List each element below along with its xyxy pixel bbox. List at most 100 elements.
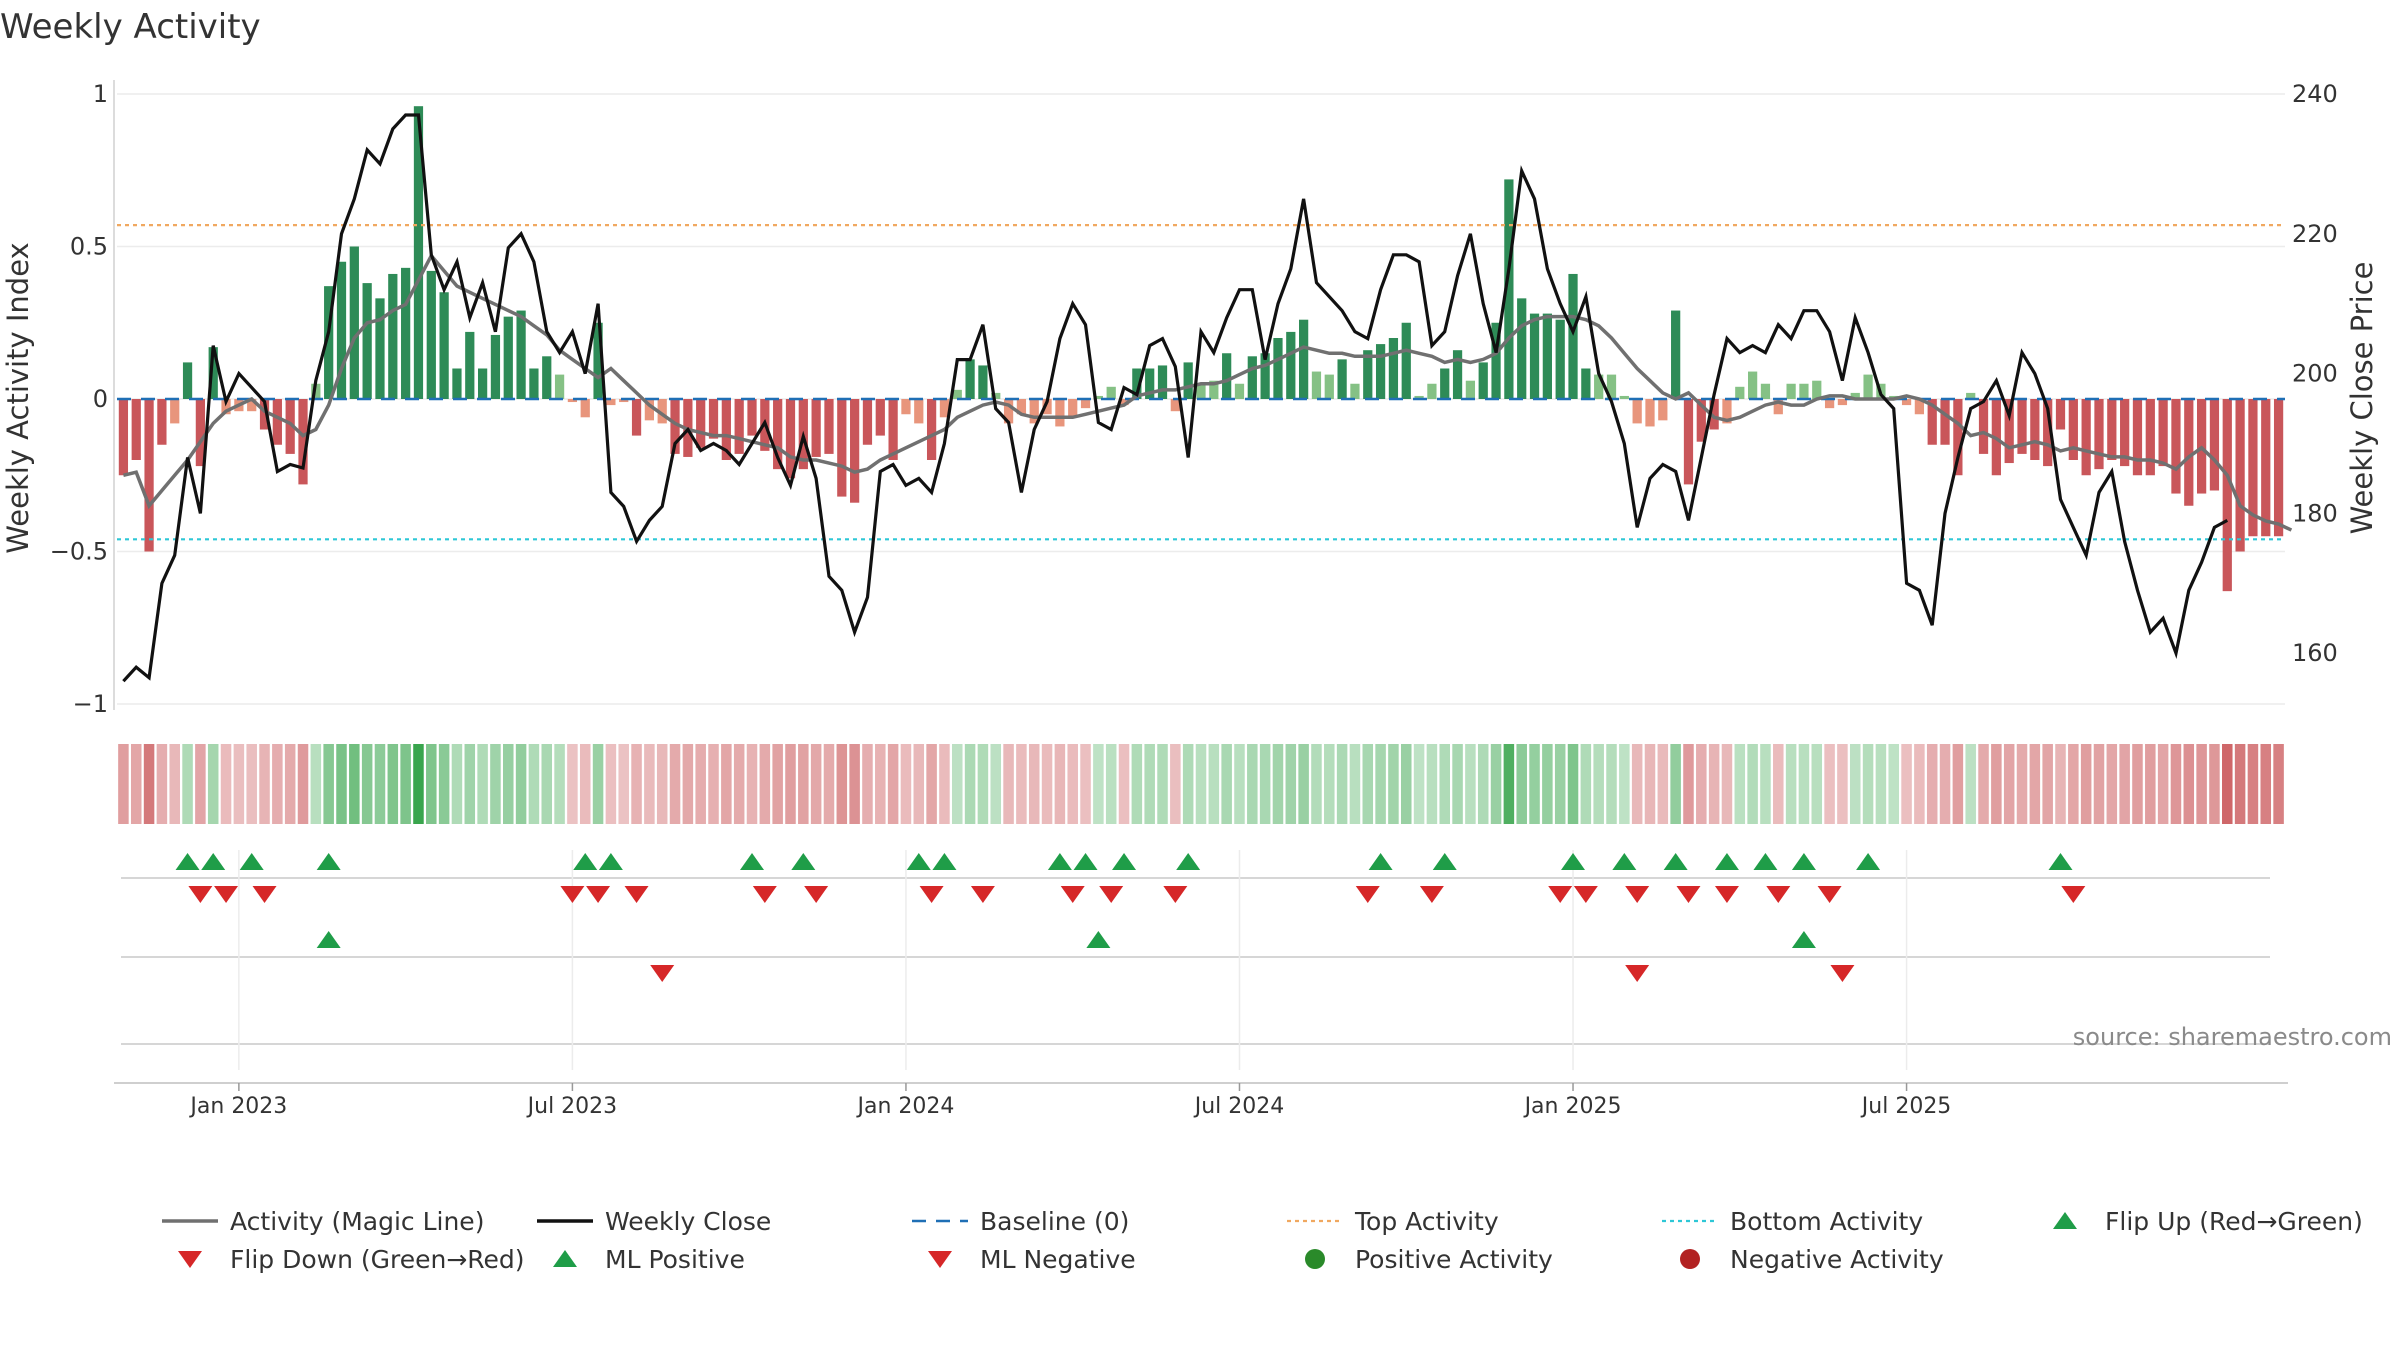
- activity-bar: [965, 359, 975, 399]
- heat-cell: [1375, 744, 1386, 824]
- activity-bar: [439, 292, 449, 399]
- activity-bar: [1440, 368, 1450, 399]
- flip-up-marker: [1663, 853, 1688, 870]
- legend-item: Baseline (0): [910, 1206, 1129, 1236]
- activity-bar: [1080, 399, 1091, 409]
- heat-cell: [746, 744, 758, 824]
- activity-bar: [1799, 383, 1809, 399]
- activity-bar: [182, 362, 193, 399]
- heat-cell: [1529, 744, 1540, 824]
- heat-cell: [1875, 744, 1887, 824]
- x-tick-label: Jul 2024: [1193, 1094, 1285, 1119]
- heat-cell: [2273, 744, 2284, 824]
- flip-down-marker: [1766, 886, 1791, 903]
- heat-cell: [2042, 744, 2053, 824]
- activity-bar: [465, 331, 475, 399]
- heat-cell: [464, 744, 476, 824]
- activity-bars: [118, 106, 2284, 592]
- activity-bar: [1568, 273, 1578, 399]
- activity-bar: [1504, 179, 1514, 399]
- activity-bar: [490, 334, 501, 399]
- activity-bar: [247, 399, 257, 412]
- heat-cell: [1131, 744, 1143, 824]
- activity-bar: [516, 310, 526, 399]
- heat-cell: [2029, 744, 2041, 824]
- flip-up-marker: [791, 853, 816, 870]
- activity-bar: [914, 399, 924, 424]
- legend-symbol-icon: [1680, 1249, 1700, 1269]
- right-tick-label: 200: [2292, 360, 2338, 388]
- activity-bar: [1427, 383, 1437, 399]
- activity-bar: [401, 267, 411, 399]
- activity-bar: [1594, 374, 1604, 399]
- flip-up-marker: [598, 853, 623, 870]
- activity-bar: [1324, 374, 1334, 399]
- activity-bar: [1901, 399, 1912, 406]
- heat-cell: [515, 744, 527, 824]
- activity-bar: [1016, 399, 1027, 415]
- activity-bar: [1157, 365, 1168, 399]
- activity-bar: [1940, 399, 1950, 445]
- heat-cell: [759, 744, 771, 824]
- heat-cell: [387, 744, 399, 824]
- heat-cell: [2170, 744, 2182, 824]
- activity-bar: [1003, 399, 1014, 424]
- heat-cell: [721, 744, 732, 824]
- activity-bar: [529, 368, 539, 399]
- heat-cell: [1580, 744, 1592, 824]
- activity-bar: [1722, 399, 1732, 424]
- activity-heat-strip: [118, 744, 2284, 824]
- heat-cell: [1837, 744, 1848, 824]
- legend-item: ML Negative: [910, 1244, 1136, 1274]
- activity-bar: [580, 399, 590, 418]
- activity-bar: [1068, 399, 1078, 418]
- right-tick-label: 160: [2292, 639, 2338, 667]
- heat-cell: [1080, 744, 1091, 824]
- flip-up-marker: [239, 853, 264, 870]
- heat-cell: [1400, 744, 1412, 824]
- activity-bar: [567, 399, 578, 403]
- heat-cell: [118, 744, 129, 824]
- heat-cell: [1413, 744, 1425, 824]
- flip-up-marker: [1753, 853, 1778, 870]
- heat-cell: [1170, 744, 1181, 824]
- heat-cell: [1259, 744, 1271, 824]
- ml-negative-marker: [1625, 965, 1650, 982]
- activity-bar: [1055, 399, 1065, 427]
- flip-up-marker: [201, 853, 226, 870]
- heat-cell: [1093, 744, 1104, 824]
- flip-up-marker: [932, 853, 957, 870]
- heat-cell: [1516, 744, 1527, 824]
- activity-bar: [349, 246, 359, 399]
- heat-cell: [1747, 744, 1758, 824]
- activity-bar: [734, 399, 744, 454]
- heat-cell: [1362, 744, 1374, 824]
- activity-bar: [1760, 383, 1771, 399]
- legend-label: ML Positive: [605, 1244, 745, 1274]
- activity-bar: [939, 399, 950, 418]
- activity-bar: [1311, 371, 1322, 399]
- activity-bar: [1632, 399, 1642, 424]
- heat-cell: [810, 744, 822, 824]
- activity-bar: [708, 399, 719, 439]
- activity-bar: [272, 399, 282, 445]
- heat-cell: [297, 744, 309, 824]
- heat-cell: [1734, 744, 1746, 824]
- heat-cell: [1683, 744, 1694, 824]
- heat-cell: [862, 744, 873, 824]
- activity-bar: [593, 322, 603, 399]
- heat-cell: [2260, 744, 2272, 824]
- heat-cell: [156, 744, 168, 824]
- left-tick-label: −1: [73, 690, 108, 718]
- heat-cell: [1619, 744, 1630, 824]
- activity-bar: [1773, 399, 1783, 415]
- activity-bar: [1029, 399, 1039, 424]
- activity-bar: [1247, 356, 1257, 399]
- activity-bar: [1145, 368, 1155, 399]
- activity-bar: [1619, 395, 1629, 399]
- right-axis-ticks: 240 220 200 180 160: [2292, 80, 2338, 667]
- flip-down-marker: [1548, 886, 1573, 903]
- heat-cell: [669, 744, 681, 824]
- activity-bar: [2094, 399, 2104, 470]
- activity-bar: [2107, 399, 2117, 460]
